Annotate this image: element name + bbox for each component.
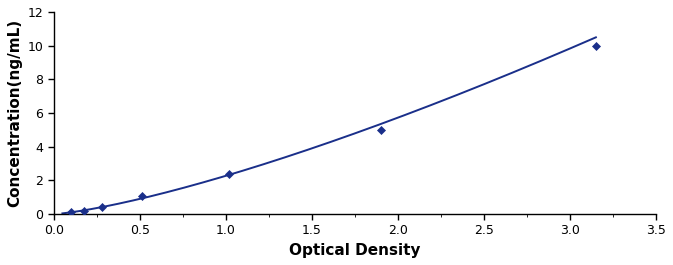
Y-axis label: Concentration(ng/mL): Concentration(ng/mL) (7, 19, 22, 207)
X-axis label: Optical Density: Optical Density (289, 243, 421, 258)
